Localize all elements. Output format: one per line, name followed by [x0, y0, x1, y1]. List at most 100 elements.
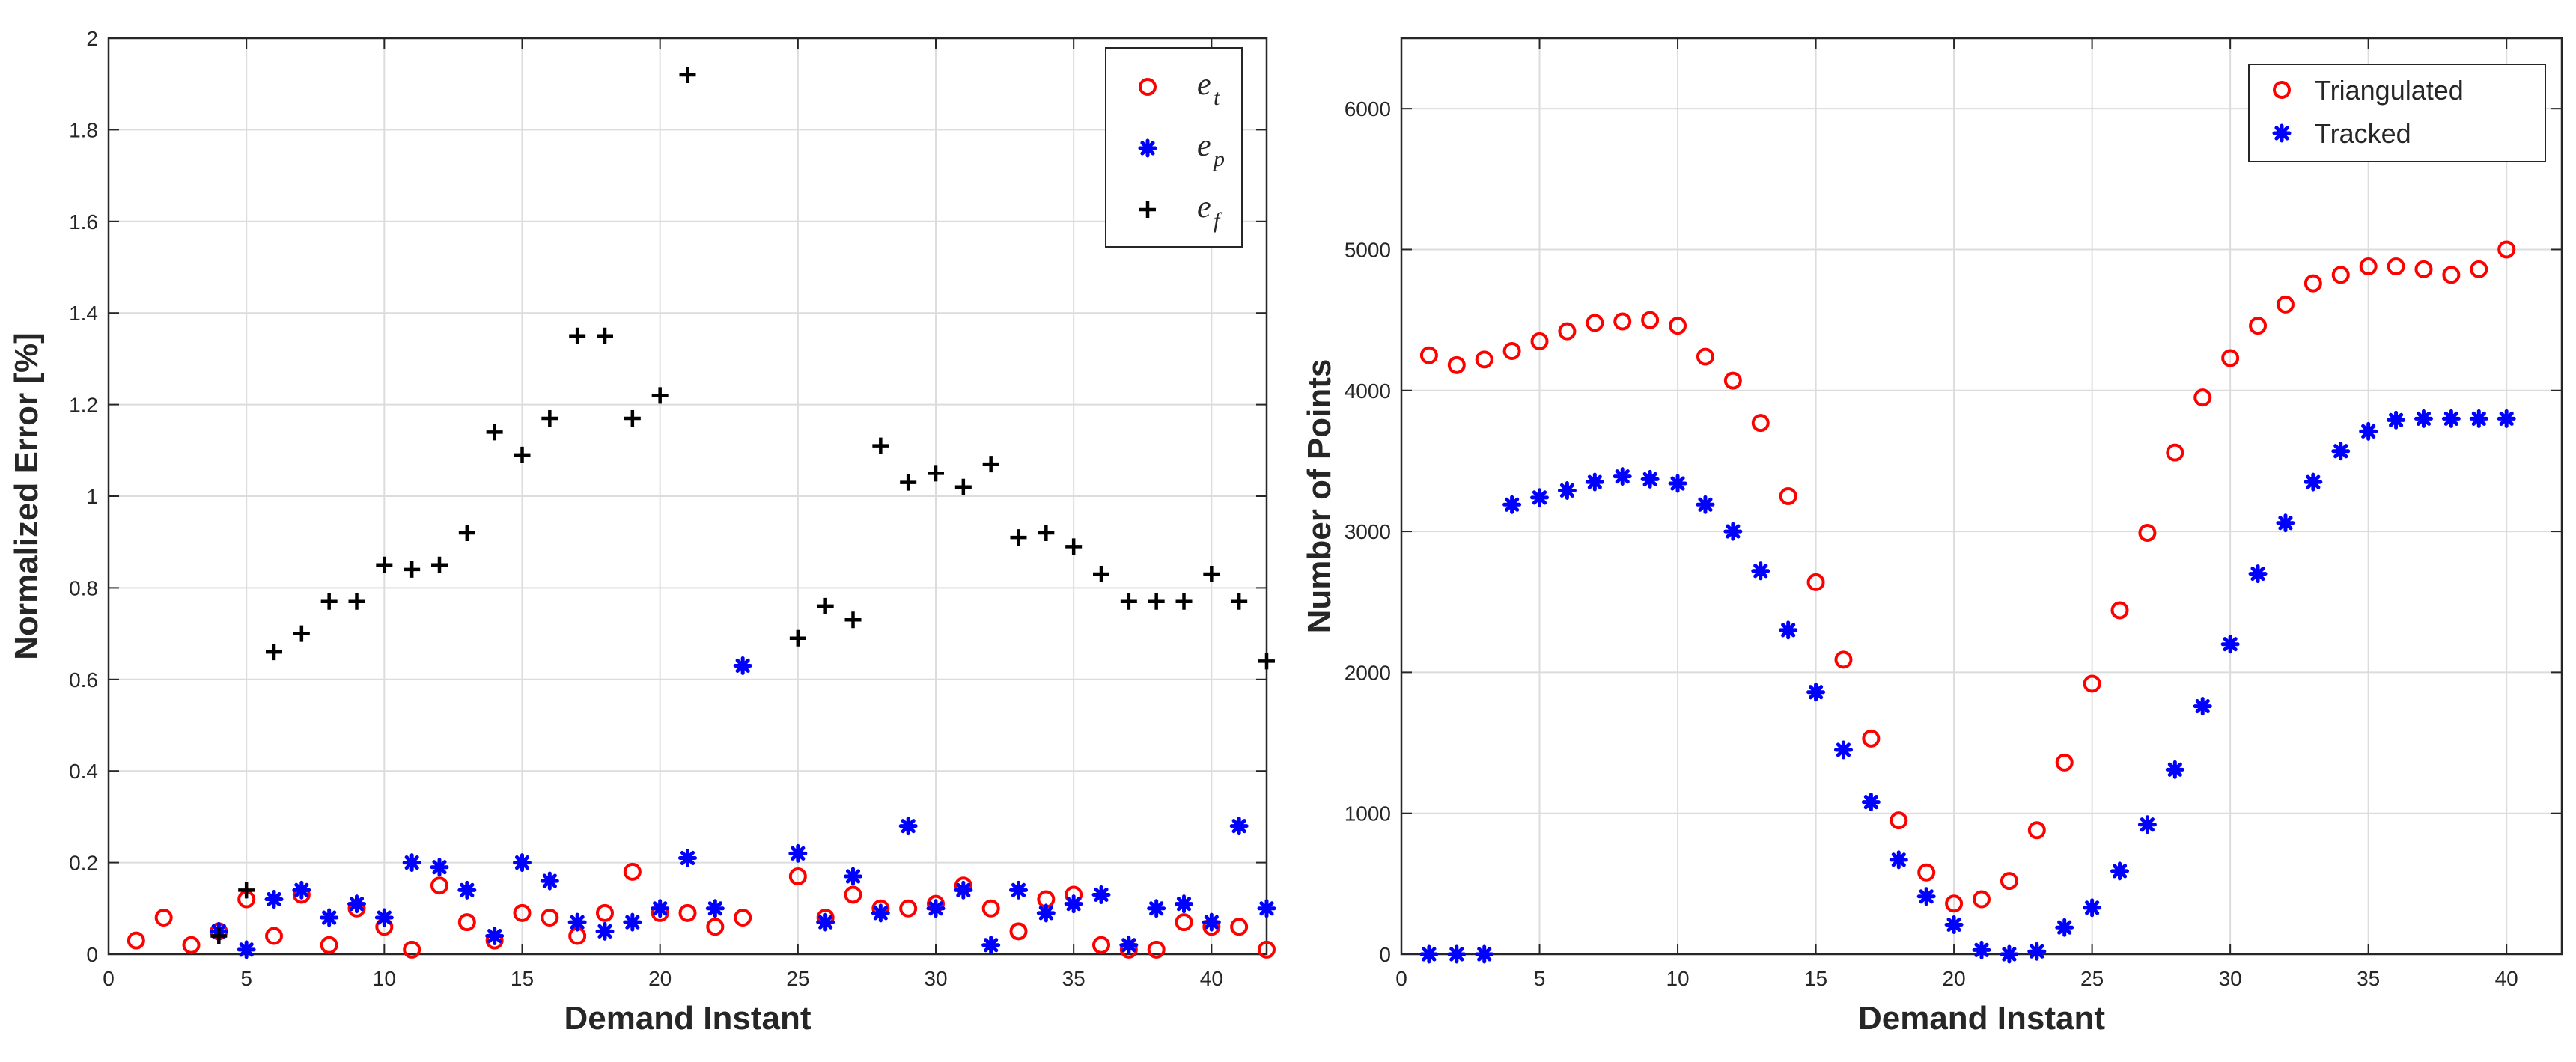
x-tick-label: 30 [924, 967, 947, 990]
data-point [1203, 566, 1220, 583]
data-point [928, 465, 944, 482]
x-tick-label: 10 [1666, 967, 1689, 990]
data-point [595, 921, 615, 941]
y-tick-label: 1.4 [69, 302, 98, 325]
y-tick-label: 0.6 [69, 668, 98, 692]
y-tick-label: 6000 [1345, 97, 1391, 120]
data-point [1120, 593, 1137, 610]
data-point [210, 927, 228, 944]
x-tick-label: 20 [648, 967, 672, 990]
data-point [788, 843, 808, 863]
data-point [2220, 635, 2240, 654]
x-tick-label: 5 [1534, 967, 1546, 990]
legend-label-subscript: t [1214, 85, 1220, 110]
data-point [1475, 944, 1494, 964]
data-point [238, 882, 255, 899]
data-point [844, 885, 862, 904]
data-point [569, 327, 586, 344]
legend-marker [2272, 123, 2292, 143]
data-point [678, 903, 697, 922]
data-point [734, 909, 752, 927]
data-point [457, 913, 476, 932]
data-point [2248, 564, 2268, 584]
data-point [1751, 414, 1770, 433]
data-point [485, 927, 505, 946]
data-point [817, 597, 834, 614]
data-point [624, 409, 641, 427]
data-point [1202, 912, 1221, 932]
data-point [292, 880, 311, 900]
data-point [2441, 409, 2461, 428]
data-point [954, 880, 973, 900]
y-tick-label: 1000 [1345, 802, 1391, 826]
legend-label-subscript: p [1212, 147, 1225, 171]
data-point [788, 867, 807, 885]
data-point [789, 629, 806, 647]
y-tick-label: 0 [86, 943, 98, 966]
data-point [1613, 312, 1632, 331]
data-point [623, 862, 642, 881]
data-point [1890, 811, 1908, 830]
data-point [348, 593, 365, 610]
data-point [899, 899, 918, 918]
data-point [127, 931, 145, 950]
data-point [1258, 940, 1276, 959]
x-tick-label: 35 [1062, 967, 1085, 990]
data-point [981, 899, 1000, 918]
data-point [2137, 815, 2157, 834]
data-point [513, 853, 532, 873]
data-point [1175, 913, 1193, 932]
legend-marker [1138, 138, 1157, 158]
data-point [486, 424, 503, 441]
y-tick-label: 2 [86, 27, 98, 50]
data-point [1502, 495, 1522, 514]
series-triangulated [1419, 240, 2516, 913]
chart-panel-1: 0 5 10 15 20 25 30 35 40 0 0.2 0.4 0.6 0.8 1 1.2 1.4 1.6 1… [8, 27, 1276, 1037]
data-point [1229, 817, 1249, 836]
data-point [430, 858, 449, 877]
data-point [376, 556, 393, 573]
data-point [1779, 487, 1797, 505]
data-point [2138, 523, 2157, 542]
data-point [2221, 349, 2240, 367]
data-point [2249, 317, 2268, 335]
data-point [2414, 260, 2433, 278]
data-point [2166, 443, 2184, 462]
y-tick-label: 4000 [1345, 379, 1391, 403]
data-point [1751, 561, 1770, 581]
data-point [541, 909, 559, 927]
y-tick-label: 1.2 [69, 394, 98, 417]
data-point [2110, 861, 2130, 881]
data-point [1093, 566, 1109, 583]
data-point [597, 327, 613, 344]
data-point [2110, 601, 2129, 620]
data-point [1147, 899, 1166, 918]
data-point [623, 912, 642, 932]
data-point [1475, 350, 1493, 369]
legend-marker [1139, 78, 1157, 96]
data-point [706, 918, 725, 936]
y-tick-label: 0.8 [69, 576, 98, 599]
data-point [1010, 529, 1027, 546]
data-point [1419, 944, 1439, 964]
data-point [1889, 850, 1908, 870]
legend-box [2248, 64, 2546, 162]
x-axis-label: Demand Instant [564, 1000, 811, 1037]
data-point [1723, 371, 1742, 390]
x-tick-label: 30 [2219, 967, 2242, 990]
data-point [898, 817, 918, 836]
y-tick-label: 5000 [1345, 238, 1391, 261]
data-point [1230, 918, 1249, 936]
data-point [567, 912, 587, 932]
data-point [1669, 317, 1687, 335]
data-point [651, 387, 669, 404]
data-point [540, 871, 559, 891]
data-point [2497, 409, 2516, 428]
data-point [2193, 388, 2212, 407]
data-point [1972, 940, 1991, 959]
data-point [2083, 674, 2101, 693]
y-tick-label: 2000 [1345, 661, 1391, 684]
data-point [1806, 683, 1826, 702]
y-axis-label: Number of Points [1301, 359, 1338, 634]
data-point [2083, 898, 2102, 918]
